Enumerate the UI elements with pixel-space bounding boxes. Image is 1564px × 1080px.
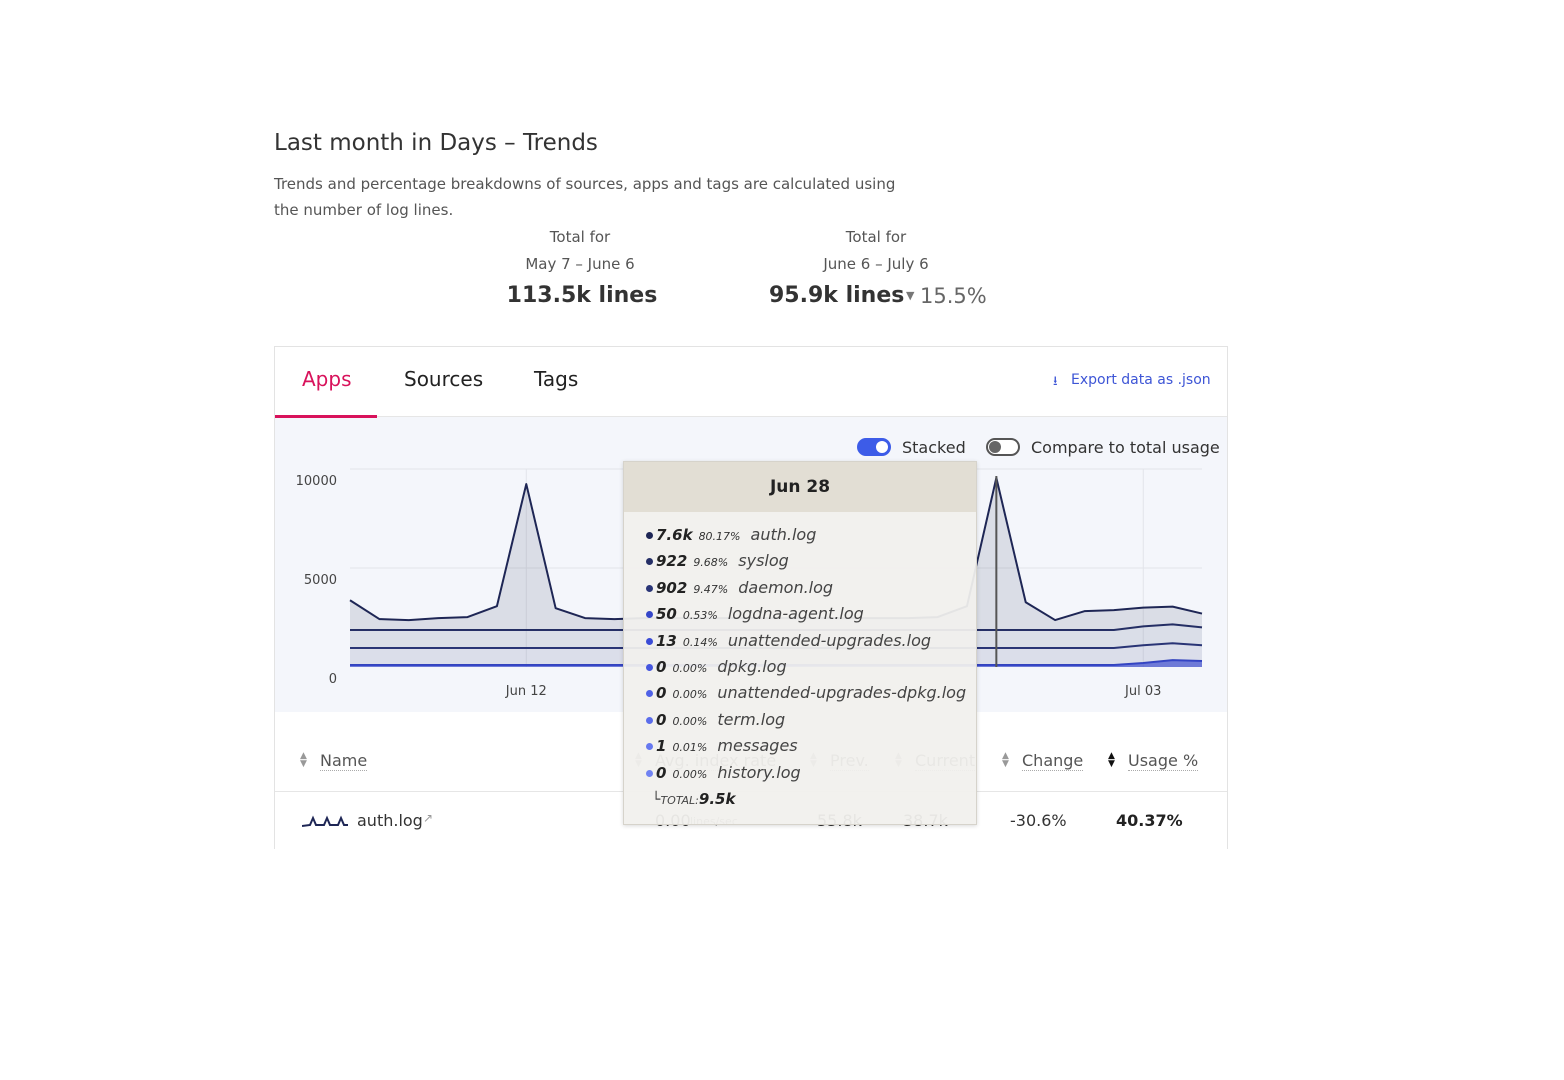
tooltip-value: 0 — [656, 684, 667, 703]
row-name[interactable]: auth.log — [357, 811, 423, 830]
description: the number of log lines. — [274, 201, 454, 219]
export-icon[interactable]: ⭳ — [1053, 374, 1058, 389]
sort-icon: ▲▼ — [1108, 751, 1115, 769]
tooltip-row: 902 9.47% daemon.log — [646, 578, 833, 597]
external-icon: ↗ — [423, 811, 434, 825]
tooltip-name: messages — [717, 736, 798, 756]
tooltip-value: 0 — [656, 658, 667, 676]
total-value: 95.9k lines — [769, 283, 905, 308]
tooltip-dot — [646, 532, 653, 539]
total-value: 113.5k lines — [506, 283, 658, 308]
tooltip-percent: 9.68% — [693, 556, 729, 570]
total-change: 15.5% — [920, 284, 987, 308]
toggle[interactable] — [986, 438, 1020, 456]
tab[interactable]: Sources — [404, 367, 484, 391]
tooltip-value: 7.6k — [656, 526, 693, 544]
tooltip-percent: 0.00% — [672, 767, 708, 781]
tooltip-value: 0 — [656, 710, 667, 729]
card — [274, 346, 1228, 849]
toggle[interactable] — [857, 438, 891, 456]
tooltip: Jun 28 7.6k 80.17% auth.log 922 9.68% syslog 9… — [623, 461, 977, 825]
tooltip-total: └TOTAL:9.5k — [652, 789, 735, 808]
tooltip-name: logdna-agent.log — [727, 604, 864, 624]
tooltip-dot — [646, 743, 653, 751]
tooltip-total-label: TOTAL: — [660, 794, 699, 807]
tab[interactable]: Tags — [534, 367, 579, 391]
tooltip-dot — [646, 664, 653, 671]
toggle-knob — [876, 441, 888, 453]
tooltip-dot — [646, 637, 653, 645]
tooltip-name: term.log — [717, 709, 786, 729]
x-tick-label: Jul 03 — [1124, 684, 1161, 699]
row-usage: 40.37% — [1116, 811, 1183, 830]
tooltip-row: 7.6k 80.17% auth.log — [646, 525, 816, 544]
tab-divider — [275, 416, 1227, 417]
tooltip-value: 922 — [656, 552, 688, 571]
tooltip-dot — [646, 716, 653, 724]
tooltip-row: 0 0.00% unattended-upgrades-dpkg.log — [646, 683, 966, 702]
tooltip-name: dpkg.log — [717, 657, 787, 676]
tooltip-row: 0 0.00% history.log — [646, 763, 801, 782]
tooltip-percent: 0.53% — [682, 609, 718, 623]
tooltip-dot — [646, 769, 653, 777]
tooltip-percent: 0.00% — [672, 714, 708, 728]
y-tick-label: 5000 — [304, 573, 337, 588]
y-tick-label: 10000 — [296, 474, 337, 489]
tooltip-name: unattended-upgrades-dpkg.log — [717, 683, 967, 703]
tab[interactable]: Apps — [302, 367, 352, 391]
tooltip-name: history.log — [717, 762, 801, 782]
tooltip-total-value: 9.5k — [698, 790, 736, 808]
tooltip-percent: 80.17% — [698, 530, 741, 543]
sort-icon: ▲▼ — [1002, 751, 1009, 769]
toggle-knob — [989, 441, 1001, 453]
column-header[interactable]: Change — [1022, 751, 1084, 771]
y-tick-label: 0 — [329, 672, 337, 687]
x-tick-label: Jun 12 — [505, 684, 547, 699]
column-header[interactable]: Name — [320, 751, 368, 771]
tooltip-dot — [646, 611, 653, 619]
tooltip-value: 50 — [656, 605, 677, 624]
tooltip-value: 13 — [656, 631, 677, 650]
tooltip-percent: 0.00% — [672, 662, 708, 675]
tooltip-percent: 9.47% — [693, 582, 729, 596]
total-range: May 7 – June 6 — [525, 255, 635, 273]
page-title: Last month in Days – Trends — [274, 130, 598, 156]
tooltip-row: 1 0.01% messages — [646, 736, 798, 755]
tooltip-name: auth.log — [750, 525, 817, 544]
tooltip-row: 50 0.53% logdna-agent.log — [646, 604, 864, 623]
sparkline-icon — [302, 815, 348, 827]
row-change: -30.6% — [1010, 811, 1067, 830]
tooltip-title: Jun 28 — [624, 462, 976, 512]
tooltip-name: daemon.log — [738, 577, 834, 597]
total-label: Total for — [549, 228, 611, 246]
tooltip-percent: 0.01% — [672, 741, 708, 755]
total-range: June 6 – July 6 — [823, 255, 929, 273]
tooltip-row: 922 9.68% syslog — [646, 551, 789, 570]
down-arrow: ▼ — [906, 289, 915, 302]
tooltip-percent: 0.14% — [682, 635, 718, 649]
tooltip-percent: 0.00% — [672, 688, 708, 702]
tooltip-value: 1 — [656, 737, 667, 756]
toggle-label: Stacked — [902, 438, 966, 457]
tooltip-row: 0 0.00% dpkg.log — [646, 657, 787, 676]
total-corner: └ — [652, 792, 661, 808]
column-header[interactable]: Usage % — [1128, 751, 1199, 771]
tooltip-value: 0 — [656, 763, 667, 782]
tooltip-value: 902 — [656, 578, 688, 597]
total-label: Total for — [845, 228, 907, 246]
toggle-label: Compare to total usage — [1031, 438, 1220, 457]
tooltip-dot — [646, 558, 653, 566]
tooltip-name: syslog — [738, 551, 789, 571]
tooltip-dot — [646, 584, 653, 592]
tab-underline — [275, 415, 377, 418]
tooltip-row: 13 0.14% unattended-upgrades.log — [646, 631, 931, 650]
sort-icon: ▲▼ — [300, 751, 307, 769]
series-area — [350, 477, 1202, 630]
tooltip-name: unattended-upgrades.log — [727, 630, 932, 650]
tooltip-row: 0 0.00% term.log — [646, 710, 785, 729]
export-link[interactable]: Export data as .json — [1071, 372, 1211, 388]
description: Trends and percentage breakdowns of sour… — [274, 175, 896, 193]
tooltip-dot — [646, 690, 653, 698]
